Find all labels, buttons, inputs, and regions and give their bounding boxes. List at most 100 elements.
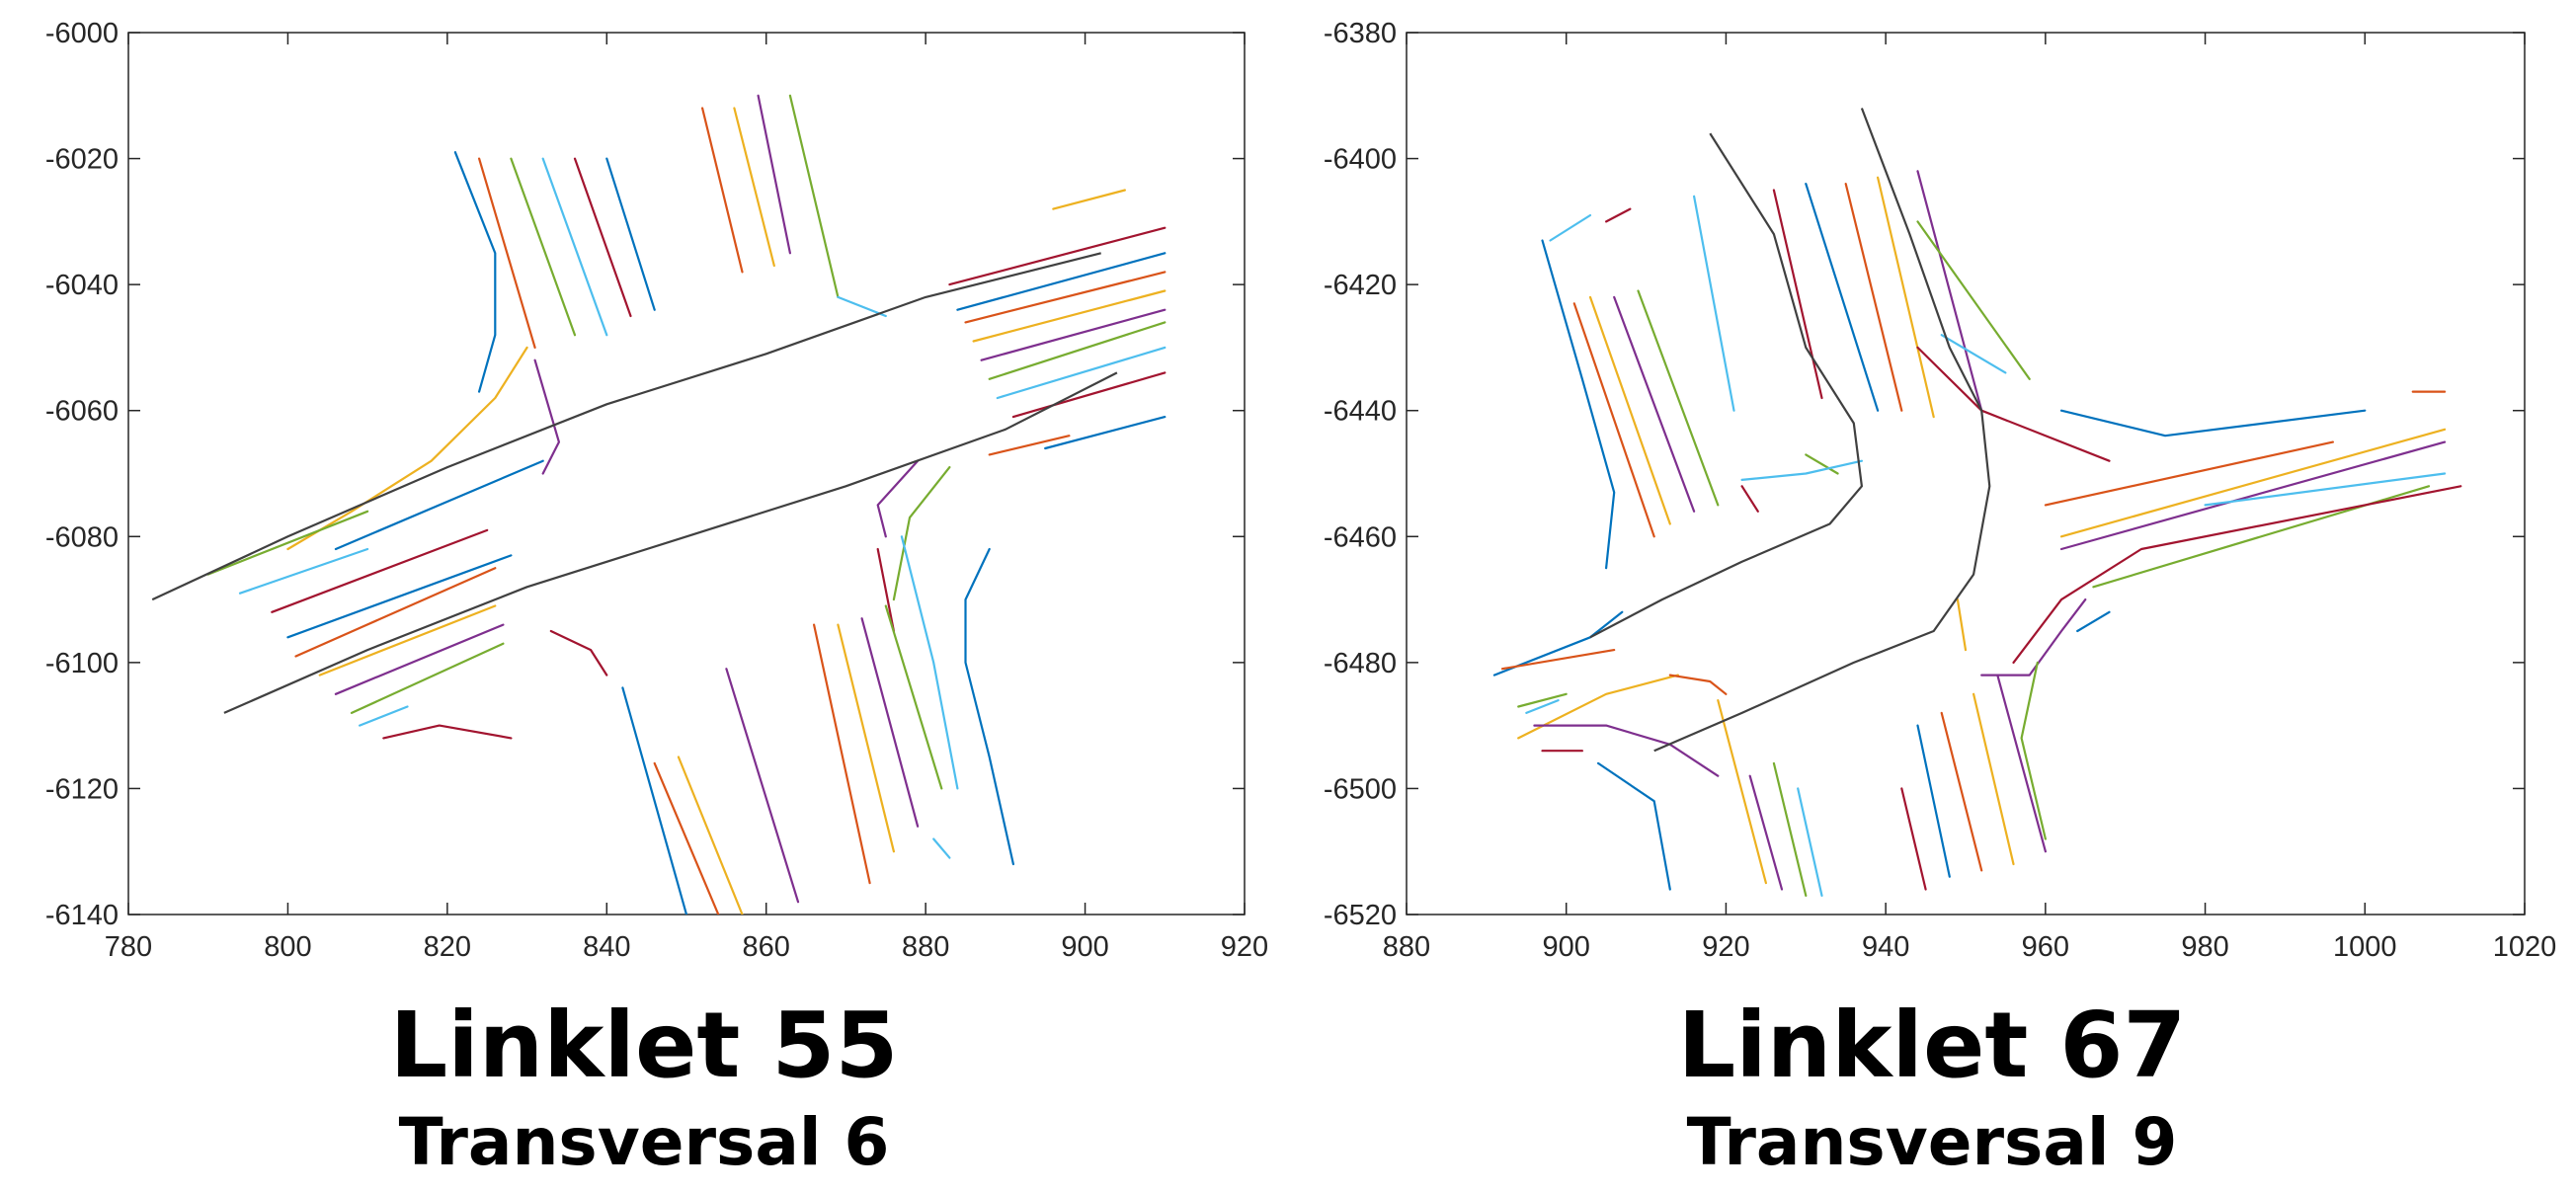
- y-tick-label: -6020: [45, 144, 119, 176]
- lane-segment: [2020, 661, 2048, 840]
- y-tick-label: -6000: [45, 18, 119, 49]
- lane-segment: [1748, 774, 1784, 891]
- x-tick-label: 820: [424, 931, 471, 963]
- lane-segment: [2059, 428, 2447, 538]
- lane-segment: [1980, 597, 2087, 677]
- lane-segment: [271, 528, 489, 613]
- lane-segment: [988, 435, 1071, 456]
- lane-segment: [1597, 761, 1671, 891]
- chart-subtitle: Transversal 6: [398, 1104, 890, 1180]
- y-tick-label: -6520: [1324, 900, 1397, 931]
- lane-segment: [1916, 346, 2111, 462]
- lane-segment: [453, 151, 497, 393]
- x-tick-label: 1000: [2333, 931, 2397, 963]
- lane-segment: [334, 623, 505, 695]
- lane-segment: [334, 459, 544, 551]
- x-tick-label: 940: [1862, 931, 1909, 963]
- y-tick-label: -6420: [1324, 270, 1397, 301]
- lane-segment: [700, 107, 744, 274]
- y-tick-label: -6440: [1324, 396, 1397, 428]
- lane-segment: [318, 604, 497, 677]
- x-tick-label: 800: [264, 931, 311, 963]
- y-tick-label: -6080: [45, 521, 119, 553]
- y-tick-label: -6040: [45, 270, 119, 301]
- x-tick-label: 780: [105, 931, 152, 963]
- lane-segment: [1876, 176, 1935, 419]
- lane-segment: [206, 510, 369, 576]
- lane-segment: [1605, 207, 1632, 223]
- y-tick-label: -6480: [1324, 648, 1397, 679]
- lane-segment: [892, 466, 951, 601]
- lane-segment: [1797, 787, 1823, 898]
- lane-segment: [286, 346, 528, 551]
- x-tick-label: 960: [2022, 931, 2069, 963]
- y-tick-label: -6380: [1324, 18, 1397, 49]
- lane-segment: [1940, 334, 2007, 374]
- plot-area: [127, 32, 1246, 915]
- panel-right: 880 900 920 940 960 980 1000 1020 -6380 -6400 -642…: [1288, 0, 2576, 1194]
- panel-left: 780 800 820 840 860 880 900 920 -6000 -6020 -6040 -…: [45, 18, 1268, 1180]
- data-layer: [1492, 108, 2462, 898]
- lane-segment: [1900, 787, 1927, 891]
- lane-segment: [549, 629, 608, 677]
- lane-segment: [812, 623, 871, 885]
- trajectory-line: [151, 252, 1101, 601]
- lane-segment: [837, 623, 896, 853]
- lane-segment: [1044, 416, 1167, 450]
- x-tick-label: 900: [1061, 931, 1108, 963]
- lane-segment: [2012, 485, 2462, 665]
- lane-segment: [876, 459, 920, 538]
- x-tick-label: 900: [1543, 931, 1590, 963]
- lane-segment: [1805, 183, 1880, 412]
- trajectory-line: [223, 371, 1118, 714]
- lane-segment: [1572, 302, 1655, 538]
- lane-segment: [1517, 674, 1679, 740]
- lane-segment: [350, 642, 505, 715]
- lane-segment: [1916, 724, 1951, 878]
- lane-segment: [757, 94, 792, 255]
- lane-segment: [884, 604, 943, 790]
- lane-segment: [1052, 189, 1127, 210]
- lane-segment: [1588, 295, 1671, 525]
- lane-segment: [2076, 610, 2111, 633]
- lane-segment: [359, 705, 409, 727]
- x-tick-label: 1020: [2493, 931, 2557, 963]
- lane-segment: [1541, 239, 1616, 570]
- y-tick-label: -6460: [1324, 521, 1397, 553]
- x-tick-label: 980: [2181, 931, 2228, 963]
- lane-segment: [1916, 220, 2031, 380]
- data-layer: [151, 94, 1167, 915]
- lane-segment: [860, 617, 920, 828]
- lane-segment: [1492, 610, 1624, 677]
- lane-segment: [1844, 183, 1903, 412]
- lane-segment: [1717, 698, 1767, 885]
- lane-segment: [1668, 674, 1728, 695]
- lane-segment: [478, 157, 536, 349]
- x-tick-label: 880: [902, 931, 949, 963]
- lane-segment: [2059, 409, 2367, 438]
- x-tick-label: 920: [1702, 931, 1749, 963]
- lane-segment: [1740, 459, 1864, 481]
- lane-segment: [382, 724, 513, 740]
- lane-segment: [972, 289, 1167, 343]
- lane-segment: [1613, 295, 1696, 513]
- x-tick-label: 840: [583, 931, 630, 963]
- lane-segment: [1940, 711, 1983, 872]
- trajectory-line: [1653, 108, 1991, 753]
- lane-segment: [964, 271, 1167, 324]
- x-tick-label: 860: [743, 931, 790, 963]
- chart-title: Linklet 67: [1677, 993, 2187, 1098]
- lane-segment: [876, 547, 896, 633]
- lane-segment: [733, 107, 775, 268]
- lane-segment: [1956, 597, 1968, 652]
- lane-segment: [1525, 698, 1560, 715]
- lane-segment: [788, 94, 840, 298]
- lane-segment: [956, 252, 1167, 311]
- lane-segment: [964, 547, 1015, 866]
- lane-segment: [1500, 648, 1616, 671]
- lane-segment: [1011, 371, 1167, 419]
- lane-segment: [948, 226, 1167, 286]
- lane-segment: [238, 547, 369, 595]
- chart-subtitle: Transversal 9: [1686, 1104, 2178, 1180]
- lane-segment: [2204, 472, 2447, 507]
